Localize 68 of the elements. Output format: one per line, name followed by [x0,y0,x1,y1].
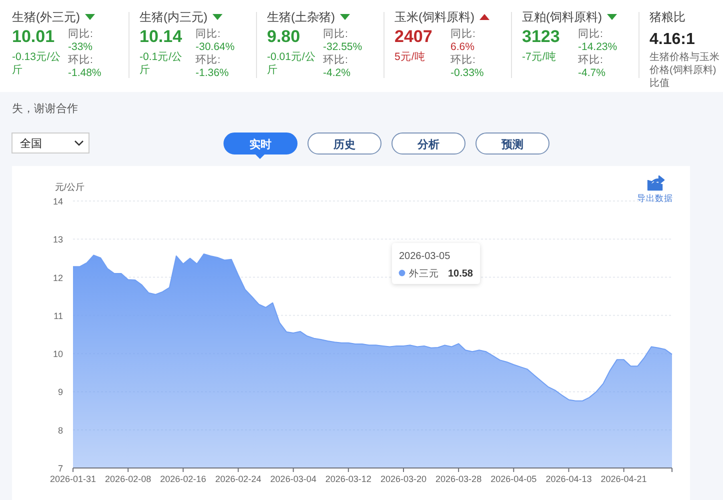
text: -4.7% [578,67,606,79]
text: 5元/吨 [394,50,426,63]
annotation: 导出数据 [637,193,673,203]
x-tick-label: 2026-03-12 [325,474,372,484]
y-tick-label: 14 [52,196,63,206]
text: 2407 [394,27,432,46]
x-tick-label: 2026-04-05 [490,474,537,484]
text: 环比: [196,53,220,66]
x-tick-label: 2026-04-21 [600,474,647,484]
text: 猪粮比 [650,10,686,24]
text: 环比: [68,53,93,66]
x-tick-label: 2026-04-13 [546,474,592,484]
legend-label: 外三元 [409,268,439,280]
text: 生猪(外三元) [12,10,80,24]
y-tick-label: 11 [54,310,63,321]
text: 同比: [196,27,220,40]
text: 同比: [450,27,476,40]
text: -0.1元/公斤 [140,51,183,76]
x-tick-label: 2026-03-04 [270,474,316,484]
text: 实时 [250,138,272,151]
y-axis-title: 元/公斤 [55,182,85,192]
text: 4.16:1 [650,31,695,48]
text: -0.33% [450,67,484,79]
x-tick-label: 2026-02-16 [160,474,206,484]
x-tick-label: 2026-02-24 [215,474,262,484]
text: 生猪(内三元) [140,10,208,24]
text: 环比: [450,53,476,66]
annotation: 10.58 [448,268,474,280]
text: -1.36% [196,67,229,79]
text: 玉米(饲料原料) [394,10,474,24]
text: 环比: [323,53,348,66]
text: -14.23% [578,41,618,53]
x-tick-label: 2026-03-20 [380,474,427,484]
text: 同比: [68,27,93,40]
annotation: 2026-03-05 [399,251,451,262]
text: -0.01元/公斤 [267,51,316,76]
text: -32.55% [323,41,362,53]
text: 6.6% [450,41,474,53]
text: -7元/吨 [522,50,556,63]
text: -33% [68,41,93,53]
y-tick-label: 13 [52,234,63,245]
text: 生猪价格与玉米价格(饲料原料)比值 [648,51,720,89]
text: -4.2% [323,67,350,79]
text: 预测 [500,138,524,151]
text: 失，谢谢合作 [12,102,78,115]
y-tick-label: 10 [52,349,63,360]
text: 环比: [578,53,603,66]
y-tick-label: 7 [58,464,63,474]
text: 10.01 [12,27,55,46]
text: -1.48% [68,67,102,79]
y-tick-label: 8 [58,425,63,436]
y-tick-label: 9 [58,387,63,398]
text: 3123 [522,27,560,46]
text: 9.80 [267,27,300,46]
text: 分析 [416,138,440,151]
text: 豆粕(饲料原料) [522,10,602,24]
text: 历史 [332,138,356,151]
x-tick-label: 2026-03-28 [436,474,482,484]
text: 生猪(土杂猪) [267,10,335,24]
x-tick-label: 2026-02-08 [105,474,152,484]
text: -0.13元/公斤 [12,51,61,76]
text: -30.64% [196,41,235,53]
x-tick-label: 2026-01-31 [50,474,96,484]
text: 同比: [578,27,603,40]
text: 同比: [323,27,348,40]
text: 10.14 [140,27,183,46]
y-tick-label: 12 [52,272,63,283]
text: 全国 [20,138,42,150]
